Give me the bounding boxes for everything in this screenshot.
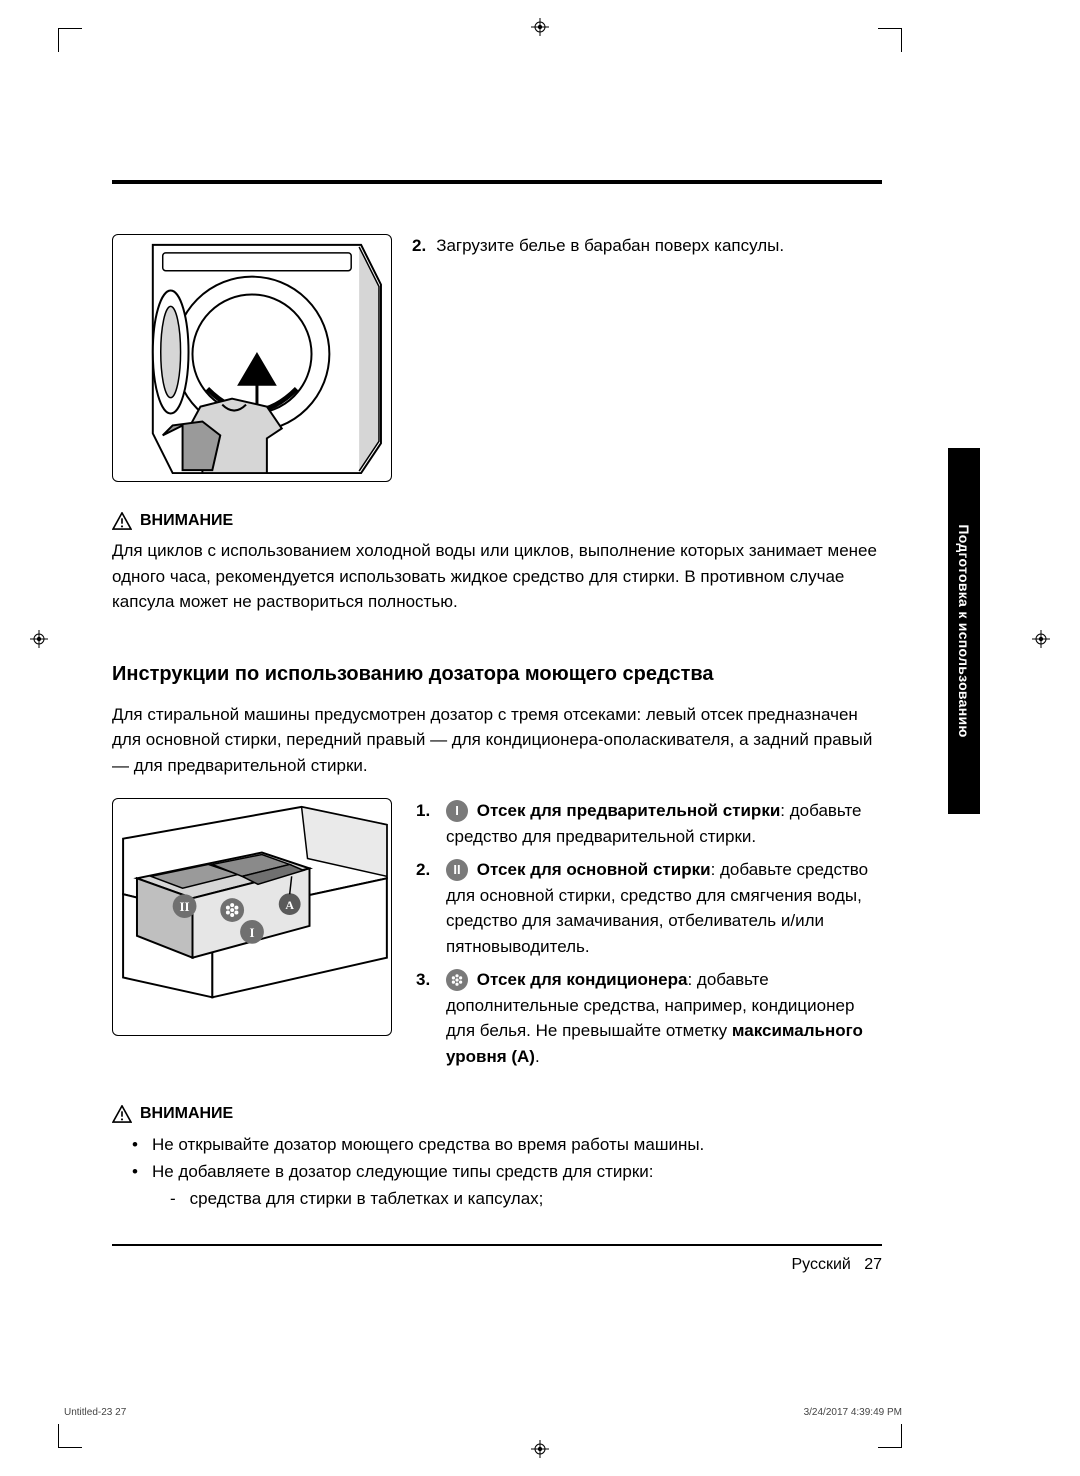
intro-paragraph: Для стиральной машины предусмотрен дозат… xyxy=(112,702,882,779)
warning-icon xyxy=(112,1105,132,1123)
caution-heading: ВНИМАНИЕ xyxy=(112,512,882,530)
compartment-item: 1. I Отсек для предварительной стирки: д… xyxy=(416,798,882,849)
registration-mark-icon xyxy=(531,18,549,36)
registration-mark-icon xyxy=(30,630,48,648)
crop-mark xyxy=(878,1424,902,1448)
crop-mark xyxy=(58,1424,82,1448)
top-rule xyxy=(112,180,882,184)
drawer-label-II: II xyxy=(180,900,190,914)
footer-page-number: 27 xyxy=(864,1256,882,1273)
caution-label: ВНИМАНИЕ xyxy=(140,512,233,530)
bullet-text: Не добавляете в дозатор следующие типы с… xyxy=(152,1158,654,1185)
caution-label: ВНИМАНИЕ xyxy=(140,1105,233,1123)
compartment-name: Отсек для основной стирки xyxy=(477,860,711,879)
print-job-name: Untitled-23 27 xyxy=(64,1407,126,1418)
step-text: Загрузите белье в барабан поверх капсулы… xyxy=(436,234,784,482)
compartment-name: Отсек для предварительной стирки xyxy=(477,801,781,820)
compartment-symbol-I-icon: I xyxy=(446,800,468,822)
drawer-label-A: A xyxy=(285,898,294,912)
illustration-load-laundry xyxy=(112,234,392,482)
caution-heading: ВНИМАНИЕ xyxy=(112,1105,882,1123)
compartment-symbol-II-icon: II xyxy=(446,859,468,881)
warning-icon xyxy=(112,512,132,530)
illustration-detergent-drawer: II I A xyxy=(112,798,392,1036)
registration-mark-icon xyxy=(531,1440,549,1458)
caution-bullets: Не открывайте дозатор моющего средства в… xyxy=(112,1131,882,1213)
step-number: 2. xyxy=(412,234,426,482)
section-heading: Инструкции по использованию дозатора мою… xyxy=(112,663,882,686)
compartment-list: 1. I Отсек для предварительной стирки: д… xyxy=(416,798,882,1077)
section-tab: Подготовка к использованию xyxy=(948,448,980,814)
footer-rule xyxy=(112,1244,882,1246)
compartment-item: 3. Отсек для кондиционера: добавьте допо… xyxy=(416,967,882,1069)
compartment-name: Отсек для кондиционера xyxy=(477,970,688,989)
item-number: 1. xyxy=(416,798,436,849)
compartment-item: 2. II Отсек для основной стирки: добавьт… xyxy=(416,857,882,959)
subbullet-text: средства для стирки в таблетках и капсул… xyxy=(190,1185,544,1212)
bullet-text: Не открывайте дозатор моющего средства в… xyxy=(152,1131,704,1158)
page-footer: Русский 27 xyxy=(112,1256,882,1274)
crop-mark xyxy=(58,28,82,52)
footer-language: Русский xyxy=(791,1256,850,1273)
print-timestamp: 3/24/2017 4:39:49 PM xyxy=(804,1407,902,1418)
registration-mark-icon xyxy=(1032,630,1050,648)
crop-mark xyxy=(878,28,902,52)
compartment-symbol-flower-icon xyxy=(446,969,468,991)
section-tab-label: Подготовка к использованию xyxy=(956,524,972,737)
caution-text: Для циклов с использованием холодной вод… xyxy=(112,538,882,615)
item-number: 3. xyxy=(416,967,436,1069)
item-number: 2. xyxy=(416,857,436,959)
drawer-label-I: I xyxy=(249,926,254,940)
